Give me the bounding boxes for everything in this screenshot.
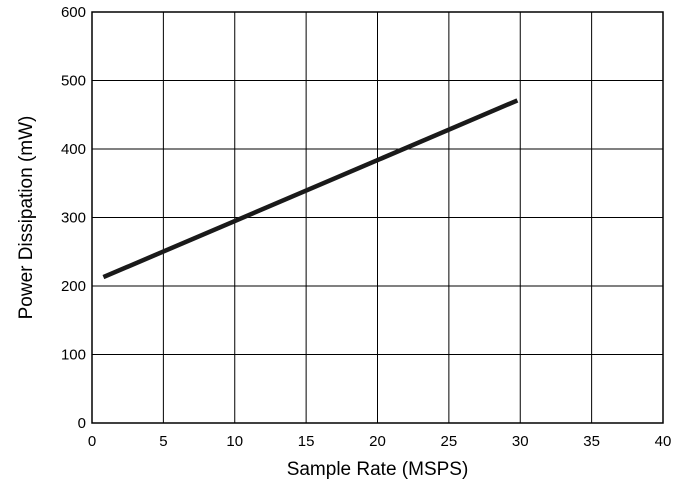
x-tick-label: 30 [512,433,529,450]
x-tick-label: 10 [226,433,243,450]
x-tick-label: 5 [159,433,167,450]
x-tick-labels: 0 5 10 15 20 25 30 35 40 [88,433,672,450]
x-tick-label: 40 [655,433,672,450]
x-tick-label: 15 [298,433,315,450]
series-line [102,98,519,280]
y-axis-label: Power Dissipation (mW) [16,116,37,320]
y-tick-label: 300 [61,210,86,227]
y-tick-label: 0 [78,415,86,432]
series-group [102,98,519,280]
y-tick-labels: 0 100 200 300 400 500 600 [61,4,86,432]
x-tick-label: 35 [583,433,600,450]
grid-lines [92,12,663,423]
y-tick-label: 500 [61,73,86,90]
x-tick-label: 25 [441,433,458,450]
y-tick-label: 600 [61,4,86,21]
x-tick-label: 20 [369,433,386,450]
x-tick-label: 0 [88,433,96,450]
y-tick-label: 400 [61,141,86,158]
y-tick-label: 100 [61,347,86,364]
y-tick-label: 200 [61,278,86,295]
plot-frame [91,11,664,424]
x-axis-label: Sample Rate (MSPS) [287,459,469,480]
